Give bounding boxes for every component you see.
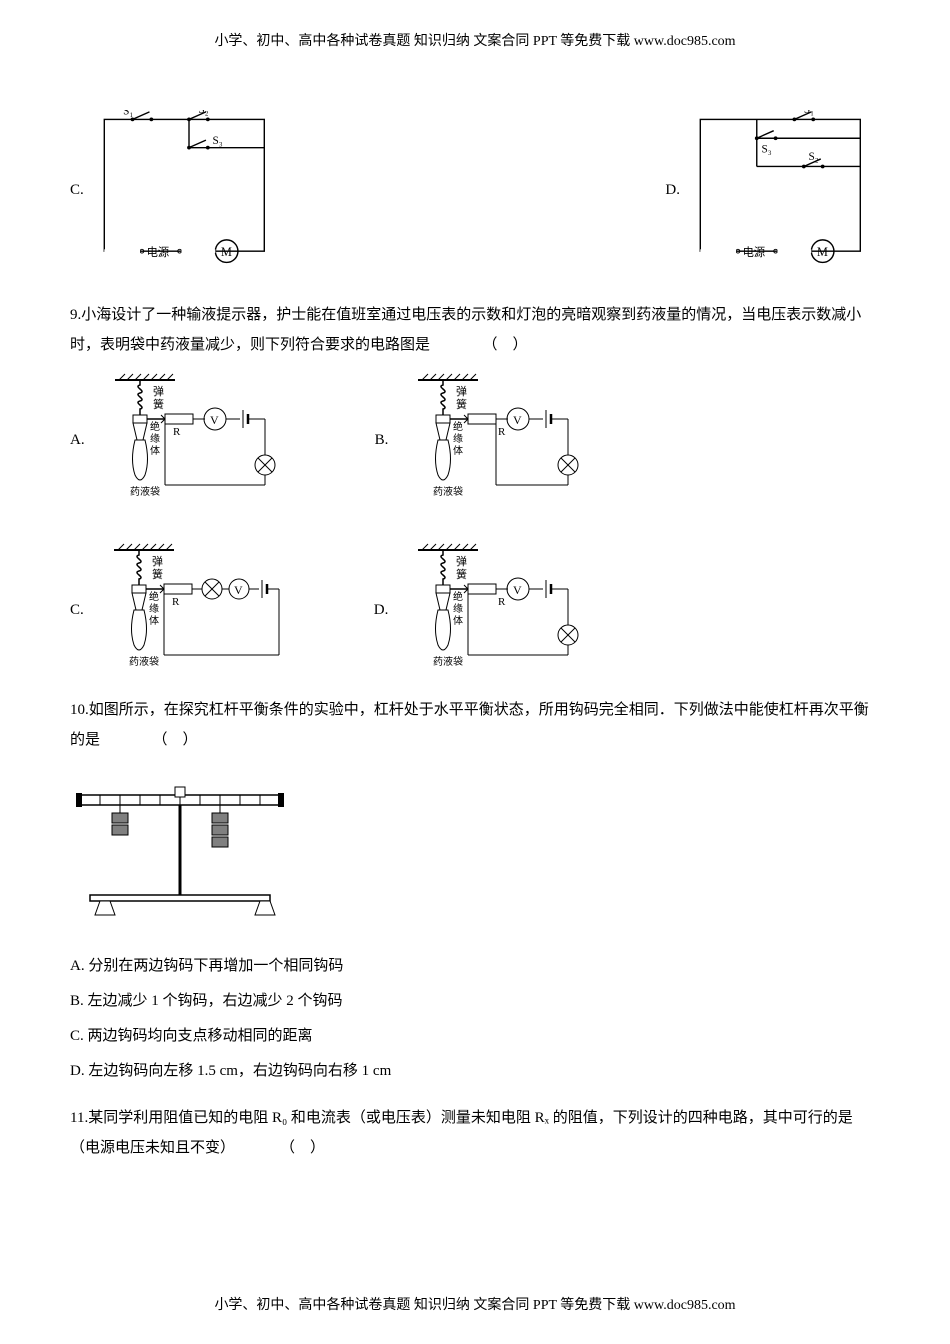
q9-option-a: A. 弹 簧 R: [70, 370, 295, 510]
svg-text:绝: 绝: [453, 590, 463, 603]
svg-text:V: V: [210, 413, 219, 427]
question-11-text: 11.某同学利用阻值已知的电阻 R₀ 和电流表（或电压表）测量未知电阻 Rₓ 的…: [70, 1103, 880, 1163]
page-header: 小学、初中、高中各种试卷真题 知识归纳 文案合同 PPT 等免费下载 www.d…: [0, 30, 950, 50]
svg-text:弹: 弹: [153, 384, 164, 398]
option-c-top: C. S₁ S₂ S₃: [70, 110, 284, 270]
q9-label-c: C.: [70, 602, 84, 619]
q9-circuit-a-icon: 弹 簧 R 绝 缘 体 药液袋 V: [95, 370, 295, 510]
q9-options: A. 弹 簧 R: [70, 370, 880, 680]
q9-label-b: B.: [375, 432, 389, 449]
svg-text:S₃: S₃: [212, 135, 222, 147]
lever-diagram-icon: [70, 775, 290, 925]
svg-text:弹: 弹: [152, 554, 163, 568]
svg-text:R: R: [498, 426, 506, 438]
svg-text:绝: 绝: [150, 420, 160, 433]
q10-opt-a: A. 分别在两边钩码下再增加一个相同钩码: [70, 950, 880, 983]
svg-text:体: 体: [149, 615, 159, 627]
svg-text:绝: 绝: [453, 420, 463, 433]
svg-text:药液袋: 药液袋: [130, 485, 160, 498]
svg-text:弹: 弹: [456, 554, 467, 568]
circuit-d-icon: S₁ S₃ S₂ 电源 M: [690, 110, 880, 270]
circuit-c-icon: S₁ S₂ S₃ 电源 M: [94, 110, 284, 270]
q9-label-a: A.: [70, 432, 85, 449]
svg-text:S₂: S₂: [809, 151, 819, 163]
q9-label-d: D.: [374, 602, 389, 619]
svg-text:体: 体: [150, 445, 160, 457]
svg-text:V: V: [513, 583, 522, 597]
svg-text:R: R: [498, 596, 506, 608]
svg-text:药液袋: 药液袋: [433, 485, 463, 498]
q9-circuit-c-icon: 弹 簧 R 绝 缘 体 药液袋 V: [94, 540, 294, 680]
q9-option-d: D. 弹 簧 R 绝 缘 体: [374, 540, 599, 680]
q9-circuit-d-icon: 弹 簧 R 绝 缘 体 药液袋 V: [398, 540, 598, 680]
svg-text:V: V: [234, 583, 243, 597]
q10-opt-c: C. 两边钩码均向支点移动相同的距离: [70, 1020, 880, 1053]
svg-text:缘: 缘: [150, 432, 160, 445]
svg-text:体: 体: [453, 445, 463, 457]
main-content: C. S₁ S₂ S₃: [70, 110, 880, 1163]
question-10-text: 10.如图所示，在探究杠杆平衡条件的实验中，杠杆处于水平平衡状态，所用钩码完全相…: [70, 695, 880, 755]
svg-text:S₁: S₁: [804, 110, 814, 116]
svg-text:药液袋: 药液袋: [433, 655, 463, 668]
svg-text:绝: 绝: [149, 590, 159, 603]
option-label-c: C.: [70, 182, 84, 199]
q10-opt-b: B. 左边减少 1 个钩码，右边减少 2 个钩码: [70, 985, 880, 1018]
svg-text:M: M: [817, 245, 828, 259]
svg-text:弹: 弹: [456, 384, 467, 398]
option-label-d: D.: [665, 182, 680, 199]
q9-circuit-b-icon: 弹 簧 R 绝 缘 体 药液袋 V: [398, 370, 598, 510]
svg-text:R: R: [172, 596, 180, 608]
svg-text:簧: 簧: [456, 397, 467, 411]
svg-text:簧: 簧: [456, 567, 467, 581]
svg-text:缘: 缘: [453, 602, 463, 615]
svg-text:S₃: S₃: [761, 143, 771, 155]
svg-text:M: M: [221, 245, 232, 259]
top-options-row: C. S₁ S₂ S₃: [70, 110, 880, 270]
page-footer: 小学、初中、高中各种试卷真题 知识归纳 文案合同 PPT 等免费下载 www.d…: [0, 1294, 950, 1314]
svg-text:电源: 电源: [146, 245, 169, 259]
q10-opt-d: D. 左边钩码向左移 1.5 cm，右边钩码向右移 1 cm: [70, 1055, 880, 1088]
svg-text:药液袋: 药液袋: [129, 655, 159, 668]
svg-text:簧: 簧: [153, 397, 164, 411]
svg-text:电源: 电源: [743, 245, 766, 259]
question-9-text: 9.小海设计了一种输液提示器，护士能在值班室通过电压表的示数和灯泡的亮暗观察到药…: [70, 300, 880, 360]
svg-text:体: 体: [453, 615, 463, 627]
svg-text:簧: 簧: [152, 567, 163, 581]
svg-text:S₁: S₁: [123, 110, 133, 118]
svg-text:V: V: [513, 413, 522, 427]
svg-text:S₂: S₂: [198, 110, 208, 116]
svg-text:缘: 缘: [453, 432, 463, 445]
q9-option-b: B. 弹 簧 R 绝 缘 体: [375, 370, 599, 510]
svg-text:缘: 缘: [149, 602, 159, 615]
q10-options: A. 分别在两边钩码下再增加一个相同钩码 B. 左边减少 1 个钩码，右边减少 …: [70, 950, 880, 1088]
svg-text:R: R: [173, 426, 181, 438]
q9-option-c: C. 弹 簧 R 绝 缘 体: [70, 540, 294, 680]
option-d-top: D. S₁ S₃ S₂: [665, 110, 880, 270]
